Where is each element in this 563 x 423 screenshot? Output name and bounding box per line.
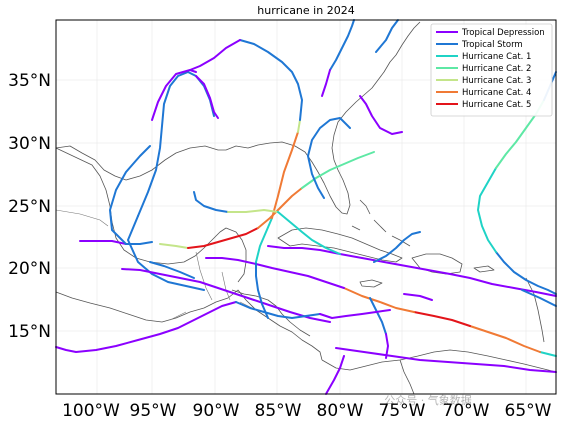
track-hurricane-cat3 — [159, 243, 189, 249]
track-tropical-depression — [205, 257, 345, 289]
y-tick-label: 15°N — [8, 322, 51, 342]
track-hurricane-cat1 — [255, 217, 273, 263]
track-tropical-storm — [307, 117, 351, 199]
legend-label: Hurricane Cat. 1 — [462, 52, 531, 62]
legend-label: Tropical Depression — [461, 28, 545, 38]
track-tropical-storm — [369, 297, 387, 335]
legend-label: Hurricane Cat. 3 — [462, 76, 531, 86]
x-tick-label: 75°W — [379, 401, 426, 421]
track-hurricane-cat3 — [297, 119, 301, 133]
track-tropical-storm — [255, 261, 269, 319]
track-tropical-depression — [121, 268, 331, 323]
track-tropical-storm — [329, 19, 355, 71]
x-tick-label: 65°W — [505, 401, 552, 421]
hurricane-tracks — [55, 19, 557, 395]
track-hurricane-cat1 — [539, 351, 557, 357]
track-tropical-storm — [521, 289, 557, 307]
x-tick-label: 80°W — [317, 401, 364, 421]
track-hurricane-cat4 — [271, 131, 299, 219]
track-hurricane-cat4 — [343, 287, 415, 313]
track-hurricane-cat1 — [277, 211, 341, 255]
track-tropical-storm — [109, 145, 151, 245]
watermark: 公众号 · 气象数据 — [384, 393, 472, 407]
track-tropical-storm — [235, 301, 321, 319]
legend-entry: Hurricane Cat. 3 — [436, 76, 531, 86]
track-tropical-depression — [55, 301, 237, 353]
x-tick-label: 90°W — [193, 401, 240, 421]
map-title: hurricane in 2024 — [257, 4, 354, 17]
track-tropical-depression — [319, 309, 391, 319]
y-tick-label: 20°N — [8, 259, 51, 279]
track-tropical-storm — [373, 231, 421, 263]
plot-frame — [55, 19, 557, 395]
legend-entry: Hurricane Cat. 1 — [436, 52, 531, 62]
track-tropical-depression — [403, 293, 433, 301]
track-hurricane-cat4 — [469, 325, 541, 353]
x-tick-label: 100°W — [62, 401, 120, 421]
track-tropical-storm — [495, 251, 557, 295]
y-axis: 15°N 20°N 25°N 30°N 35°N — [8, 71, 51, 342]
track-tropical-storm — [193, 191, 229, 213]
legend: Tropical Depression Tropical Storm Hurri… — [430, 23, 553, 117]
track-tropical-depression — [359, 95, 403, 135]
track-hurricane-cat3 — [227, 209, 279, 213]
x-tick-label: 85°W — [255, 401, 302, 421]
legend-box — [430, 23, 553, 117]
y-tick-label: 30°N — [8, 134, 51, 154]
y-tick-label: 25°N — [8, 197, 51, 217]
track-hurricane-cat5 — [187, 227, 259, 249]
track-tropical-depression — [79, 240, 127, 245]
legend-label: Hurricane Cat. 5 — [462, 100, 531, 110]
track-tropical-storm — [127, 215, 205, 291]
legend-entry: Hurricane Cat. 5 — [436, 100, 531, 110]
legend-entry: Hurricane Cat. 4 — [436, 88, 531, 98]
track-tropical-depression — [325, 355, 345, 395]
x-axis: 100°W 95°W 90°W 85°W 80°W 75°W 70°W 65°W — [62, 401, 552, 421]
legend-label: Tropical Storm — [461, 40, 523, 50]
track-tropical-storm — [239, 39, 303, 121]
legend-label: Hurricane Cat. 2 — [462, 64, 531, 74]
track-tropical-depression — [267, 245, 557, 297]
track-tropical-storm — [149, 261, 195, 279]
legend-label: Hurricane Cat. 4 — [462, 88, 531, 98]
y-tick-label: 35°N — [8, 71, 51, 91]
track-tropical-storm — [375, 19, 399, 53]
x-tick-label: 70°W — [443, 401, 490, 421]
track-tropical-depression — [189, 39, 241, 71]
legend-entry: Tropical Storm — [436, 40, 523, 50]
track-hurricane-cat4 — [257, 187, 303, 229]
track-hurricane-cat5 — [413, 311, 471, 327]
legend-entry: Hurricane Cat. 2 — [436, 64, 531, 74]
track-tropical-depression — [385, 333, 389, 359]
track-tropical-depression — [195, 75, 219, 119]
track-hurricane-cat1 — [477, 167, 497, 253]
legend-entry: Tropical Depression — [436, 28, 545, 38]
track-tropical-depression — [335, 347, 557, 373]
track-tropical-depression — [321, 69, 331, 97]
x-tick-label: 95°W — [130, 401, 177, 421]
